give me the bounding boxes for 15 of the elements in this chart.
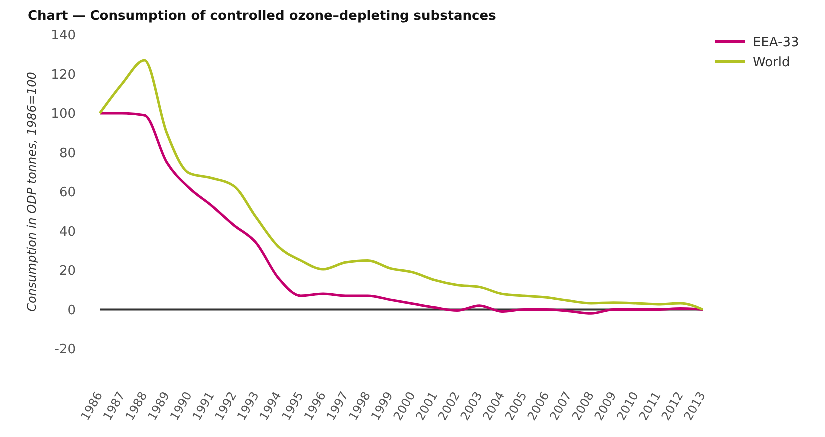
- y-tick-label: 120: [51, 68, 76, 83]
- y-tick-label: 80: [59, 146, 76, 162]
- legend-label: World: [753, 56, 790, 71]
- y-axis-title: Consumption in ODP tonnes, 1986=100: [25, 72, 39, 312]
- y-tick-label: 100: [51, 107, 76, 122]
- legend-label: EEA-33: [753, 36, 800, 51]
- y-tick-label: 40: [59, 224, 76, 240]
- y-tick-label: 60: [59, 186, 76, 201]
- y-tick-label: 0: [68, 303, 76, 318]
- chart-title: Chart — Consumption of controlled ozone–depleting substances: [28, 9, 497, 24]
- line-series: [98, 59, 704, 311]
- line-series: [98, 112, 704, 315]
- y-tick-label: 140: [51, 28, 76, 44]
- y-tick-label: -20: [54, 342, 76, 358]
- y-tick-label: 20: [59, 264, 76, 280]
